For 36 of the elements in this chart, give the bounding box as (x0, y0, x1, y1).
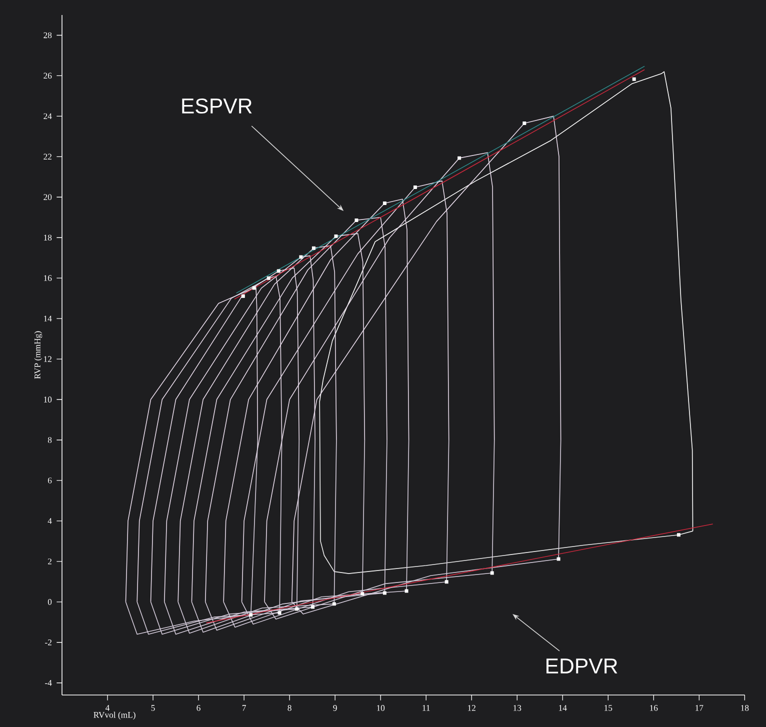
y-tick-label: 16 (44, 275, 52, 281)
x-tick-label: 13 (514, 705, 522, 711)
x-axis-title: RVvol (mL) (94, 712, 136, 720)
y-tick-label: 4 (48, 518, 52, 524)
y-tick-label: 0 (48, 598, 52, 605)
x-tick-label: 16 (650, 705, 658, 711)
x-tick-label: 15 (604, 705, 612, 711)
y-tick-label: 10 (44, 396, 52, 402)
y-tick-label: -4 (45, 680, 52, 686)
y-tick-label: 6 (48, 478, 52, 484)
x-tick-label: 7 (242, 705, 246, 711)
y-tick-label: -2 (45, 640, 52, 646)
y-tick-label: 18 (44, 234, 52, 241)
x-tick-label: 11 (422, 705, 430, 711)
y-tick-label: 26 (44, 72, 52, 79)
x-tick-label: 14 (559, 705, 567, 711)
annotation: EDPVR (546, 658, 618, 674)
x-tick-label: 17 (696, 705, 704, 711)
x-tick-label: 8 (288, 705, 292, 711)
x-tick-label: 18 (741, 705, 749, 711)
annotation: ESPVR (182, 98, 252, 114)
y-tick-label: 24 (44, 113, 52, 120)
y-tick-label: 14 (44, 316, 52, 322)
y-tick-label: 22 (44, 154, 52, 160)
y-axis-title: RVP (mmHg) (34, 331, 42, 379)
x-tick-label: 10 (377, 705, 385, 711)
y-tick-label: 28 (44, 32, 52, 38)
x-tick-label: 5 (151, 705, 155, 711)
y-tick-label: 2 (48, 558, 52, 564)
x-tick-label: 4 (106, 705, 110, 711)
y-tick-label: 8 (48, 437, 52, 443)
y-tick-label: 20 (44, 194, 52, 200)
x-tick-label: 6 (196, 705, 200, 711)
x-tick-label: 9 (333, 705, 337, 711)
y-tick-label: 12 (44, 356, 52, 362)
x-tick-label: 12 (468, 705, 476, 711)
